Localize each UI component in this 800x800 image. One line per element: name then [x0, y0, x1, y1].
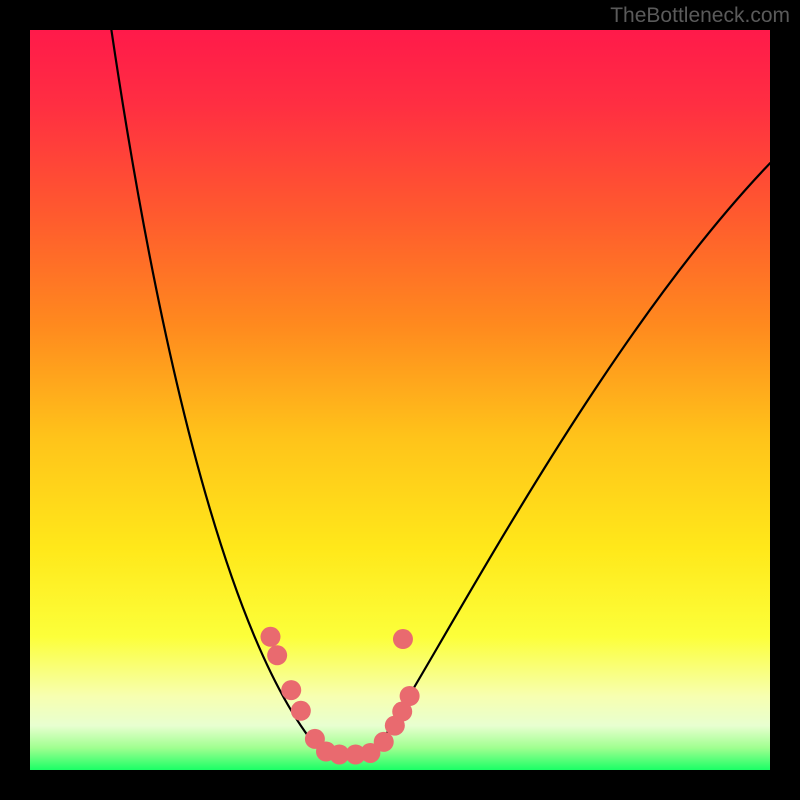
- bottleneck-chart: [0, 0, 800, 800]
- gradient-background: [30, 30, 770, 770]
- data-marker: [393, 629, 413, 649]
- data-marker: [400, 686, 420, 706]
- data-marker: [374, 732, 394, 752]
- data-marker: [261, 627, 281, 647]
- watermark-text: TheBottleneck.com: [610, 4, 790, 28]
- data-marker: [291, 701, 311, 721]
- data-marker: [281, 680, 301, 700]
- data-marker: [267, 645, 287, 665]
- chart-container: TheBottleneck.com: [0, 0, 800, 800]
